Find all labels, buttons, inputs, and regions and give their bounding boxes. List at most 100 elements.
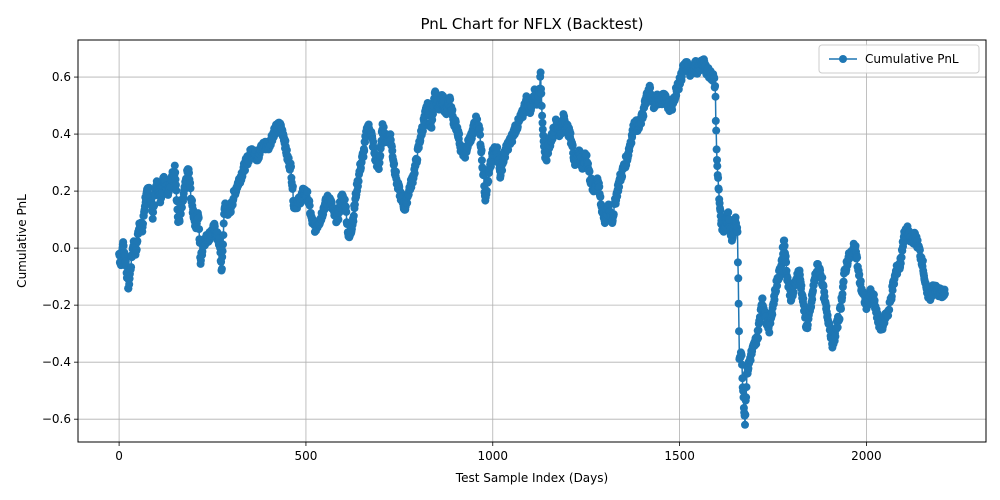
data-point xyxy=(369,143,378,152)
data-point xyxy=(132,245,141,254)
data-point xyxy=(537,89,546,98)
data-point xyxy=(484,177,493,186)
data-point xyxy=(185,168,193,177)
data-point xyxy=(768,310,777,319)
data-point xyxy=(770,295,779,304)
data-point xyxy=(851,241,860,250)
data-point xyxy=(734,274,743,283)
y-tick-label: 0.0 xyxy=(52,241,71,255)
data-point xyxy=(808,295,817,304)
data-point xyxy=(186,184,195,193)
data-point xyxy=(713,156,721,164)
data-point xyxy=(897,253,906,262)
data-point xyxy=(711,82,720,90)
data-point xyxy=(427,123,436,132)
y-tick-label: 0.4 xyxy=(52,127,71,141)
data-point xyxy=(765,328,774,337)
data-point xyxy=(305,201,314,210)
data-point xyxy=(737,351,746,360)
data-point xyxy=(899,239,908,247)
data-point xyxy=(350,200,359,209)
data-point xyxy=(803,320,812,329)
data-point xyxy=(712,126,721,135)
data-point xyxy=(538,125,547,134)
data-point xyxy=(839,277,848,286)
data-point xyxy=(172,186,181,195)
data-point xyxy=(376,151,385,160)
data-point xyxy=(754,326,763,335)
data-point xyxy=(334,215,343,224)
data-point xyxy=(448,106,457,114)
data-point xyxy=(711,116,720,125)
data-point xyxy=(176,209,185,218)
data-point xyxy=(754,334,763,343)
data-point xyxy=(177,203,186,212)
data-point xyxy=(342,207,351,216)
data-point xyxy=(855,270,864,279)
data-point xyxy=(799,294,808,303)
data-point xyxy=(741,410,750,419)
plot-frame xyxy=(77,39,987,443)
series-layer xyxy=(115,55,949,429)
data-point xyxy=(888,286,897,295)
x-tick-label: 2000 xyxy=(851,449,882,463)
data-point xyxy=(838,290,847,299)
data-point xyxy=(478,164,487,173)
data-point xyxy=(125,280,134,289)
data-point xyxy=(734,299,743,308)
data-point xyxy=(379,123,388,132)
data-point xyxy=(148,214,157,223)
data-point xyxy=(360,146,369,155)
data-point xyxy=(287,162,295,171)
data-point xyxy=(915,246,924,255)
y-tick-label: −0.2 xyxy=(42,298,71,312)
data-point xyxy=(359,152,368,161)
chart-title: PnL Chart for NFLX (Backtest) xyxy=(421,15,644,33)
data-point xyxy=(712,145,721,154)
data-point xyxy=(596,192,605,201)
data-point xyxy=(194,213,203,222)
data-point xyxy=(281,136,290,145)
data-point xyxy=(918,256,927,265)
data-point xyxy=(870,296,879,305)
data-point xyxy=(595,182,604,191)
data-point xyxy=(585,167,594,176)
data-point xyxy=(288,182,297,191)
data-point xyxy=(218,247,227,256)
data-point xyxy=(423,99,432,107)
data-point xyxy=(145,183,153,192)
data-point xyxy=(819,282,828,291)
data-point xyxy=(482,186,491,195)
data-point xyxy=(403,198,412,207)
data-point xyxy=(538,111,547,120)
y-tick-label: −0.6 xyxy=(42,412,71,426)
data-point xyxy=(618,172,627,181)
data-point xyxy=(742,383,751,392)
data-point xyxy=(476,130,485,139)
ticks: 0 500 1000 1500 2000 −0.6 −0.4 −0.2 0.0 0.2 0.4 0.6 xyxy=(42,70,882,463)
data-point xyxy=(303,187,312,196)
legend-marker xyxy=(839,55,847,63)
legend-label: Cumulative PnL xyxy=(865,52,959,66)
data-point xyxy=(487,158,496,167)
data-point xyxy=(724,208,733,217)
data-point xyxy=(150,201,159,210)
data-point xyxy=(217,264,226,273)
data-point xyxy=(797,281,806,290)
data-point xyxy=(477,156,486,165)
data-point xyxy=(887,292,896,301)
data-point xyxy=(582,151,591,160)
data-point xyxy=(195,225,204,234)
data-point xyxy=(818,273,827,282)
data-point xyxy=(835,315,844,323)
data-point xyxy=(219,231,228,240)
data-point xyxy=(410,169,419,178)
data-point xyxy=(241,166,249,175)
data-point xyxy=(668,105,677,114)
data-point xyxy=(498,166,507,175)
legend: Cumulative PnL xyxy=(818,44,980,74)
data-point xyxy=(780,241,789,250)
data-point xyxy=(940,289,949,298)
data-point xyxy=(781,252,790,261)
